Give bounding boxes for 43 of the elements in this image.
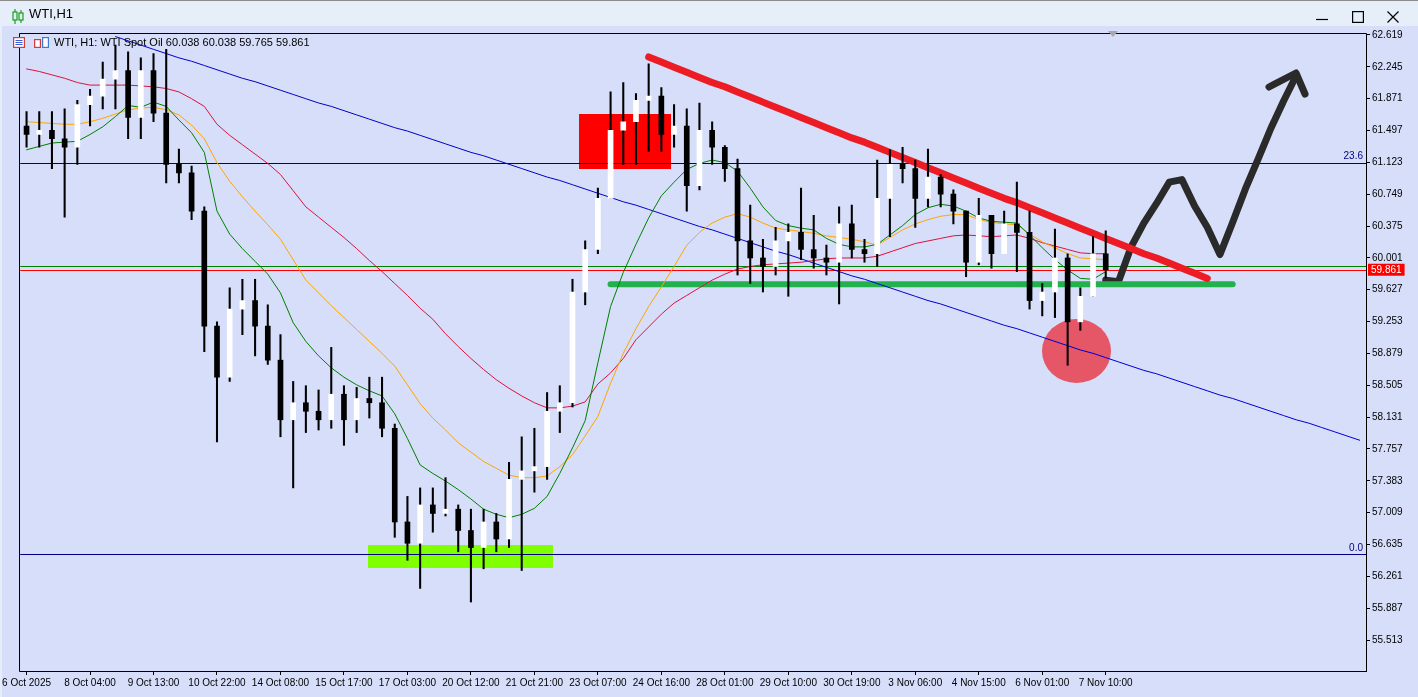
y-tick-label: 59.627 — [1372, 283, 1404, 295]
y-tick-label: 58.131 — [1372, 410, 1404, 422]
y-tick-label: 57.757 — [1372, 442, 1404, 454]
x-tick-label: 4 Nov 15:00 — [951, 676, 1007, 688]
annotation: 23.6 — [1343, 150, 1364, 162]
x-tick-label: 17 Oct 03:00 — [378, 676, 437, 688]
x-tick-label: 10 Oct 22:00 — [188, 676, 247, 688]
y-tick-label: 60.749 — [1372, 187, 1404, 199]
chart-title: WTI,H1 — [29, 6, 74, 22]
x-tick-label: 8 Oct 04:00 — [64, 676, 117, 688]
y-tick-label: 58.879 — [1372, 347, 1404, 359]
y-tick-label: 58.505 — [1372, 379, 1404, 391]
y-tick-label: 57.009 — [1372, 506, 1404, 518]
x-tick-label: 28 Oct 01:00 — [696, 676, 754, 688]
x-tick-label: 9 Oct 13:00 — [127, 676, 180, 688]
x-tick-label: 7 Nov 10:00 — [1078, 676, 1134, 688]
y-tick-label: 55.513 — [1372, 633, 1404, 645]
y-tick-label: 56.635 — [1372, 538, 1404, 550]
y-tick-label: 57.383 — [1372, 474, 1404, 486]
y-tick-label: 61.123 — [1372, 156, 1404, 168]
x-tick-label: 23 Oct 07:00 — [569, 676, 627, 688]
y-tick-label: 62.619 — [1372, 28, 1404, 40]
y-tick-label: 60.375 — [1372, 219, 1404, 231]
x-tick-label: 29 Oct 10:00 — [759, 676, 818, 688]
ref-line-label: 59.861 — [1371, 264, 1403, 276]
annotation: 0.0 — [1349, 542, 1364, 554]
candlestick — [518, 436, 525, 571]
y-tick-label: 55.887 — [1372, 601, 1404, 613]
y-tick-label: 59.253 — [1372, 315, 1404, 327]
y-tick-label: 61.871 — [1372, 92, 1404, 104]
x-tick-label: 20 Oct 12:00 — [442, 676, 500, 688]
y-tick-label: 60.001 — [1372, 251, 1404, 263]
y-tick-label: 56.261 — [1372, 570, 1404, 582]
x-tick-label: 30 Oct 19:00 — [823, 676, 881, 688]
y-tick-label: 62.245 — [1372, 60, 1404, 72]
x-tick-label: 21 Oct 21:00 — [505, 676, 564, 688]
x-tick-label: 6 Oct 2025 — [2, 676, 52, 688]
x-tick-label: 14 Oct 08:00 — [251, 676, 310, 688]
x-tick-label: 6 Nov 01:00 — [1015, 676, 1070, 688]
y-tick-label: 61.497 — [1372, 124, 1404, 136]
x-tick-label: 24 Oct 16:00 — [632, 676, 691, 688]
x-tick-label: 15 Oct 17:00 — [315, 676, 374, 688]
x-tick-label: 3 Nov 06:00 — [888, 676, 943, 688]
